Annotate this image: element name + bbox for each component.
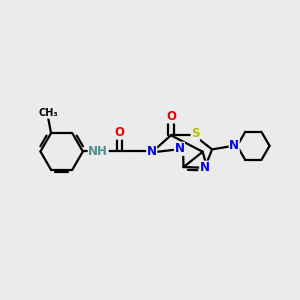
Text: N: N bbox=[200, 161, 210, 174]
Text: N: N bbox=[229, 140, 239, 152]
Text: S: S bbox=[191, 127, 200, 140]
Text: N: N bbox=[174, 142, 184, 155]
Text: NH: NH bbox=[88, 145, 108, 158]
Text: N: N bbox=[147, 145, 157, 158]
Text: CH₃: CH₃ bbox=[38, 108, 58, 118]
Text: O: O bbox=[166, 110, 176, 123]
Text: O: O bbox=[114, 126, 124, 139]
